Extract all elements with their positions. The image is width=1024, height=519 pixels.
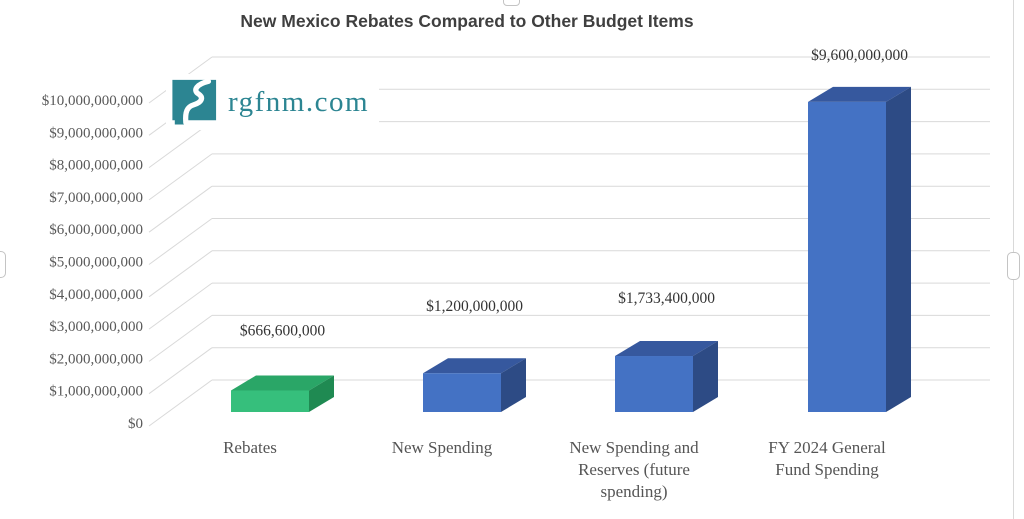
bar-top-face: [615, 341, 718, 357]
gridline-diagonal: [148, 314, 213, 362]
bar-side-face: [886, 86, 911, 413]
bar-data-label: $9,600,000,000: [811, 47, 908, 64]
bar-front-face: [615, 356, 693, 412]
y-axis-tick-label: $9,000,000,000: [49, 125, 143, 141]
crop-handle-top[interactable]: [503, 0, 520, 6]
y-axis-tick-label: $7,000,000,000: [49, 190, 143, 206]
gridline-diagonal: [148, 250, 213, 298]
gridline-diagonal: [148, 282, 213, 330]
new-mexico-state-river-icon: [172, 78, 217, 126]
bar-side-face: [309, 375, 334, 412]
x-axis-category-label: Fund Spending: [775, 460, 879, 479]
x-axis-category-label: New Spending and: [569, 438, 699, 457]
x-axis-category-label: New Spending: [392, 438, 493, 457]
crop-handle-right[interactable]: [1007, 252, 1020, 280]
chart-title: New Mexico Rebates Compared to Other Bud…: [240, 11, 694, 31]
gridline-diagonal: [148, 379, 213, 427]
y-axis-tick-label: $1,000,000,000: [49, 384, 143, 400]
y-axis-tick-label: $4,000,000,000: [49, 287, 143, 303]
x-axis-category-label: Reserves (future: [578, 460, 690, 479]
bar-front-face: [808, 101, 886, 413]
bar-side-face: [501, 358, 526, 412]
gridline-diagonal: [148, 347, 213, 395]
y-axis-tick-label: $6,000,000,000: [49, 222, 143, 238]
gridline-diagonal: [148, 185, 213, 233]
bar-top-face: [231, 375, 334, 391]
bar-front-face: [423, 373, 501, 412]
bar-data-label: $1,200,000,000: [426, 298, 523, 315]
rgfnm-logo: rgfnm.com: [166, 74, 380, 130]
y-axis-tick-label: $5,000,000,000: [49, 255, 143, 271]
y-axis-tick-label: $10,000,000,000: [42, 93, 143, 109]
crop-handle-left[interactable]: [0, 251, 6, 278]
x-axis-category-label: FY 2024 General: [768, 438, 886, 457]
bar-data-label: $666,600,000: [240, 322, 326, 339]
y-axis-tick-label: $3,000,000,000: [49, 319, 143, 335]
y-axis-tick-label: $8,000,000,000: [49, 158, 143, 174]
bar-front-face: [231, 390, 309, 412]
gridline-diagonal: [148, 153, 213, 201]
bar-top-face: [808, 86, 911, 102]
y-axis-tick-label: $2,000,000,000: [49, 351, 143, 367]
bar-top-face: [423, 358, 526, 374]
bar-side-face: [693, 341, 718, 412]
y-axis-tick-label: $0: [128, 416, 143, 432]
logo-text: rgfnm.com: [228, 85, 370, 118]
x-axis-category-label: spending): [600, 482, 667, 501]
x-axis-category-label: Rebates: [223, 438, 277, 457]
gridline-diagonal: [148, 218, 213, 265]
bar-data-label: $1,733,400,000: [618, 290, 715, 307]
